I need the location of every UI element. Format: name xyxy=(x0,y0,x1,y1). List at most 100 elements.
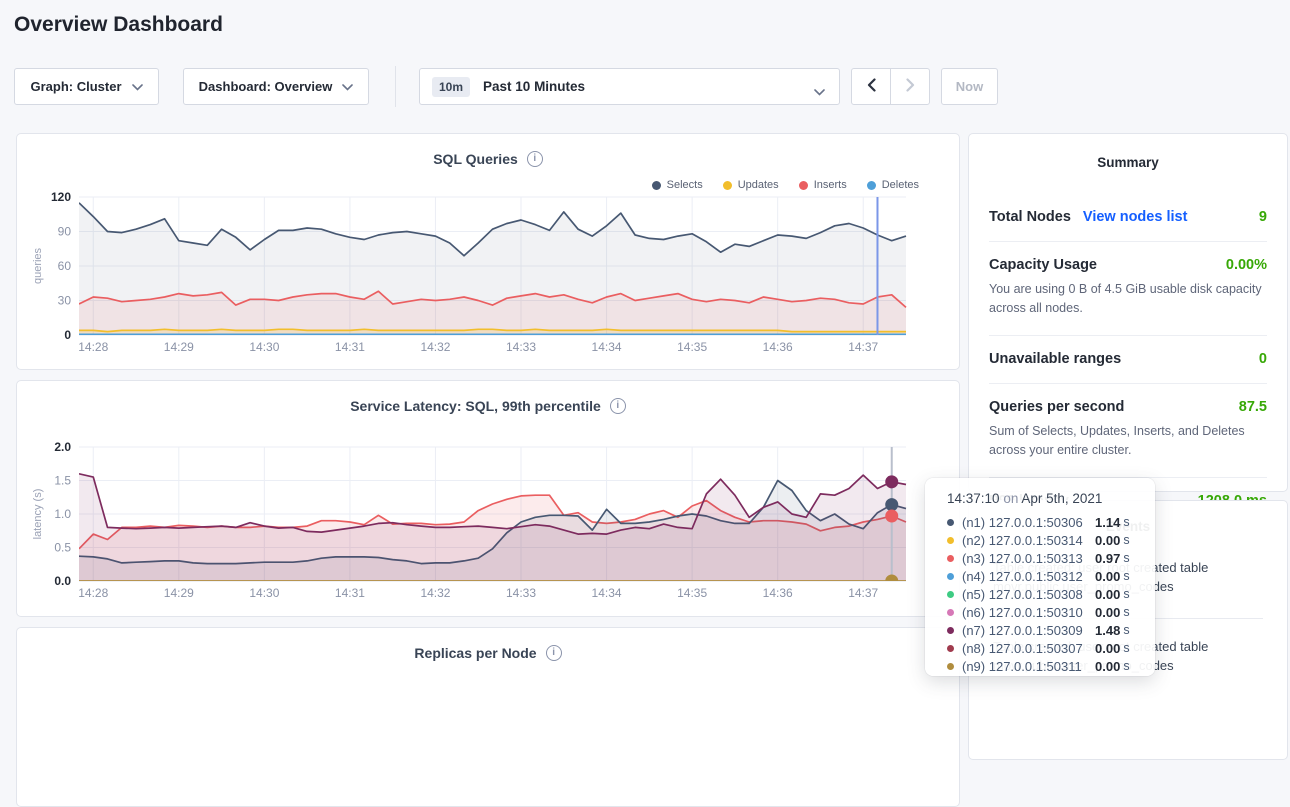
sql-queries-panel: SQL Queries i SelectsUpdatesInsertsDelet… xyxy=(16,133,960,370)
summary-title: Summary xyxy=(969,134,1287,194)
svg-text:0.0: 0.0 xyxy=(54,574,71,588)
svg-text:14:33: 14:33 xyxy=(506,340,536,354)
unit-label: s xyxy=(1123,551,1129,565)
chart-hover-tooltip: 14:37:10 on Apr 5th, 2021 (n1) 127.0.0.1… xyxy=(925,478,1155,676)
service-latency-panel: Service Latency: SQL, 99th percentile i … xyxy=(16,380,960,617)
svg-text:60: 60 xyxy=(58,259,72,273)
svg-text:14:29: 14:29 xyxy=(164,340,194,354)
svg-text:14:33: 14:33 xyxy=(506,586,536,600)
chart-title-sql-queries: SQL Queries xyxy=(433,151,518,167)
svg-text:14:30: 14:30 xyxy=(249,340,279,354)
tooltip-node-row: (n4) 127.0.0.1:503120.00s xyxy=(947,567,1155,585)
svg-text:14:34: 14:34 xyxy=(592,586,622,600)
tooltip-node-row: (n7) 127.0.0.1:503091.48s xyxy=(947,621,1155,639)
sql-queries-chart[interactable]: 030609012014:2814:2914:3014:3114:3214:33… xyxy=(17,189,961,364)
unit-label: s xyxy=(1123,641,1129,655)
chart-title-replicas-per-node: Replicas per Node xyxy=(414,645,536,661)
time-range-badge: 10m xyxy=(432,77,470,97)
tooltip-node-row: (n3) 127.0.0.1:503130.97s xyxy=(947,549,1155,567)
svg-text:queries: queries xyxy=(32,247,44,284)
chevron-down-icon xyxy=(342,79,353,94)
series-dot-icon xyxy=(947,591,954,598)
summary-label: Total Nodes xyxy=(989,209,1071,225)
svg-text:14:29: 14:29 xyxy=(164,586,194,600)
node-latency-value: 0.97 xyxy=(1095,551,1120,566)
summary-description: Sum of Selects, Updates, Inserts, and De… xyxy=(989,422,1267,461)
svg-text:latency (s): latency (s) xyxy=(32,489,44,540)
svg-text:14:36: 14:36 xyxy=(763,340,793,354)
summary-label: Capacity Usage xyxy=(989,257,1097,273)
now-button[interactable]: Now xyxy=(941,68,998,105)
node-address: (n2) 127.0.0.1:50314 xyxy=(962,533,1095,548)
summary-panel: Summary Total Nodes View nodes list 9 Ca… xyxy=(968,133,1288,492)
svg-text:30: 30 xyxy=(58,294,72,308)
node-latency-value: 0.00 xyxy=(1095,533,1120,548)
node-latency-value: 1.14 xyxy=(1095,515,1120,530)
tooltip-node-row: (n8) 127.0.0.1:503070.00s xyxy=(947,639,1155,657)
node-address: (n7) 127.0.0.1:50309 xyxy=(962,623,1095,638)
node-address: (n4) 127.0.0.1:50312 xyxy=(962,569,1095,584)
svg-text:90: 90 xyxy=(58,225,72,239)
series-dot-icon xyxy=(947,537,954,544)
series-dot-icon xyxy=(947,663,954,670)
svg-text:14:34: 14:34 xyxy=(592,340,622,354)
series-dot-icon xyxy=(947,609,954,616)
view-nodes-list-link[interactable]: View nodes list xyxy=(1083,209,1188,225)
node-latency-value: 0.00 xyxy=(1095,659,1120,674)
node-latency-value: 0.00 xyxy=(1095,587,1120,602)
svg-text:14:35: 14:35 xyxy=(677,586,707,600)
service-latency-chart[interactable]: 0.00.51.01.52.014:2814:2914:3014:3114:32… xyxy=(17,436,961,611)
svg-text:2.0: 2.0 xyxy=(54,440,71,454)
summary-description: You are using 0 B of 4.5 GiB usable disk… xyxy=(989,280,1267,319)
summary-item-capacity-usage: Capacity Usage 0.00% You are using 0 B o… xyxy=(989,242,1267,336)
graph-selector-dropdown[interactable]: Graph: Cluster xyxy=(14,68,159,105)
summary-value: 0.00% xyxy=(1226,257,1267,273)
unit-label: s xyxy=(1123,659,1129,673)
svg-text:14:37: 14:37 xyxy=(848,586,878,600)
time-range-label: Past 10 Minutes xyxy=(483,79,585,94)
tooltip-node-row: (n2) 127.0.0.1:503140.00s xyxy=(947,531,1155,549)
unit-label: s xyxy=(1123,623,1129,637)
svg-text:120: 120 xyxy=(51,190,71,204)
time-range-selector[interactable]: 10m Past 10 Minutes xyxy=(419,68,840,105)
svg-text:1.0: 1.0 xyxy=(54,507,71,521)
dashboard-selector-dropdown[interactable]: Dashboard: Overview xyxy=(183,68,369,105)
svg-text:0: 0 xyxy=(64,328,71,342)
info-icon[interactable]: i xyxy=(546,645,562,661)
node-latency-value: 0.00 xyxy=(1095,605,1120,620)
summary-label: Queries per second xyxy=(989,399,1124,415)
chart-title-service-latency: Service Latency: SQL, 99th percentile xyxy=(350,398,601,414)
tooltip-node-row: (n5) 127.0.0.1:503080.00s xyxy=(947,585,1155,603)
series-dot-icon xyxy=(947,627,954,634)
svg-text:14:28: 14:28 xyxy=(78,340,108,354)
toolbar-divider xyxy=(395,66,396,107)
chevron-down-icon xyxy=(132,79,143,94)
time-range-prev-button[interactable] xyxy=(851,68,891,105)
info-icon[interactable]: i xyxy=(527,151,543,167)
node-address: (n3) 127.0.0.1:50313 xyxy=(962,551,1095,566)
tooltip-node-row: (n6) 127.0.0.1:503100.00s xyxy=(947,603,1155,621)
info-icon[interactable]: i xyxy=(610,398,626,414)
chevron-left-icon xyxy=(867,78,876,95)
tooltip-node-row: (n9) 127.0.0.1:503110.00s xyxy=(947,657,1155,675)
summary-value: 87.5 xyxy=(1239,399,1267,415)
time-range-next-button[interactable] xyxy=(890,68,930,105)
chevron-down-icon xyxy=(814,84,825,99)
svg-text:14:31: 14:31 xyxy=(335,340,365,354)
tooltip-node-row: (n1) 127.0.0.1:503061.14s xyxy=(947,513,1155,531)
svg-text:14:37: 14:37 xyxy=(848,340,878,354)
series-dot-icon xyxy=(947,519,954,526)
replicas-per-node-panel: Replicas per Node i xyxy=(16,627,960,807)
series-dot-icon xyxy=(947,555,954,562)
node-address: (n8) 127.0.0.1:50307 xyxy=(962,641,1095,656)
tooltip-timestamp: 14:37:10 on Apr 5th, 2021 xyxy=(947,491,1155,506)
page-title: Overview Dashboard xyxy=(14,13,223,37)
svg-text:0.5: 0.5 xyxy=(54,541,71,555)
summary-value: 9 xyxy=(1259,209,1267,225)
node-address: (n9) 127.0.0.1:50311 xyxy=(962,659,1095,674)
svg-text:14:32: 14:32 xyxy=(420,586,450,600)
svg-text:14:30: 14:30 xyxy=(249,586,279,600)
unit-label: s xyxy=(1123,587,1129,601)
series-dot-icon xyxy=(947,573,954,580)
chevron-right-icon xyxy=(906,78,915,95)
